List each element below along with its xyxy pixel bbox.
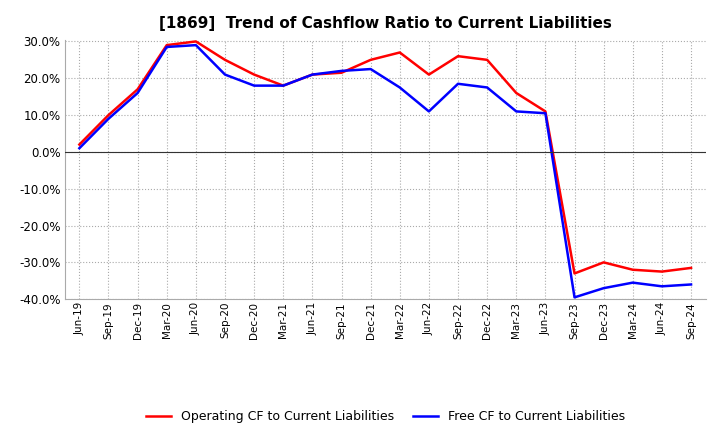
Free CF to Current Liabilities <box>337 68 346 73</box>
Line: Operating CF to Current Liabilities: Operating CF to Current Liabilities <box>79 41 691 273</box>
Free CF to Current Liabilities <box>541 110 550 116</box>
Operating CF to Current Liabilities <box>629 267 637 272</box>
Operating CF to Current Liabilities <box>454 54 462 59</box>
Free CF to Current Liabilities <box>687 282 696 287</box>
Free CF to Current Liabilities <box>163 44 171 50</box>
Operating CF to Current Liabilities <box>337 70 346 75</box>
Operating CF to Current Liabilities <box>163 43 171 48</box>
Free CF to Current Liabilities <box>75 146 84 151</box>
Operating CF to Current Liabilities <box>425 72 433 77</box>
Free CF to Current Liabilities <box>512 109 521 114</box>
Free CF to Current Liabilities <box>220 72 229 77</box>
Operating CF to Current Liabilities <box>308 72 317 77</box>
Operating CF to Current Liabilities <box>250 72 258 77</box>
Free CF to Current Liabilities <box>250 83 258 88</box>
Free CF to Current Liabilities <box>629 280 637 285</box>
Operating CF to Current Liabilities <box>75 142 84 147</box>
Free CF to Current Liabilities <box>454 81 462 86</box>
Free CF to Current Liabilities <box>657 284 666 289</box>
Operating CF to Current Liabilities <box>570 271 579 276</box>
Operating CF to Current Liabilities <box>541 109 550 114</box>
Operating CF to Current Liabilities <box>133 87 142 92</box>
Free CF to Current Liabilities <box>104 116 113 121</box>
Free CF to Current Liabilities <box>425 109 433 114</box>
Operating CF to Current Liabilities <box>512 90 521 95</box>
Free CF to Current Liabilities <box>133 90 142 95</box>
Operating CF to Current Liabilities <box>366 57 375 62</box>
Free CF to Current Liabilities <box>570 295 579 300</box>
Line: Free CF to Current Liabilities: Free CF to Current Liabilities <box>79 45 691 297</box>
Free CF to Current Liabilities <box>599 286 608 291</box>
Operating CF to Current Liabilities <box>220 57 229 62</box>
Operating CF to Current Liabilities <box>192 39 200 44</box>
Operating CF to Current Liabilities <box>104 113 113 118</box>
Operating CF to Current Liabilities <box>687 265 696 271</box>
Operating CF to Current Liabilities <box>395 50 404 55</box>
Free CF to Current Liabilities <box>366 66 375 72</box>
Title: [1869]  Trend of Cashflow Ratio to Current Liabilities: [1869] Trend of Cashflow Ratio to Curren… <box>159 16 611 32</box>
Free CF to Current Liabilities <box>279 83 287 88</box>
Operating CF to Current Liabilities <box>483 57 492 62</box>
Free CF to Current Liabilities <box>395 85 404 90</box>
Operating CF to Current Liabilities <box>599 260 608 265</box>
Free CF to Current Liabilities <box>192 43 200 48</box>
Free CF to Current Liabilities <box>308 72 317 77</box>
Free CF to Current Liabilities <box>483 85 492 90</box>
Legend: Operating CF to Current Liabilities, Free CF to Current Liabilities: Operating CF to Current Liabilities, Fre… <box>140 405 630 428</box>
Operating CF to Current Liabilities <box>657 269 666 274</box>
Operating CF to Current Liabilities <box>279 83 287 88</box>
